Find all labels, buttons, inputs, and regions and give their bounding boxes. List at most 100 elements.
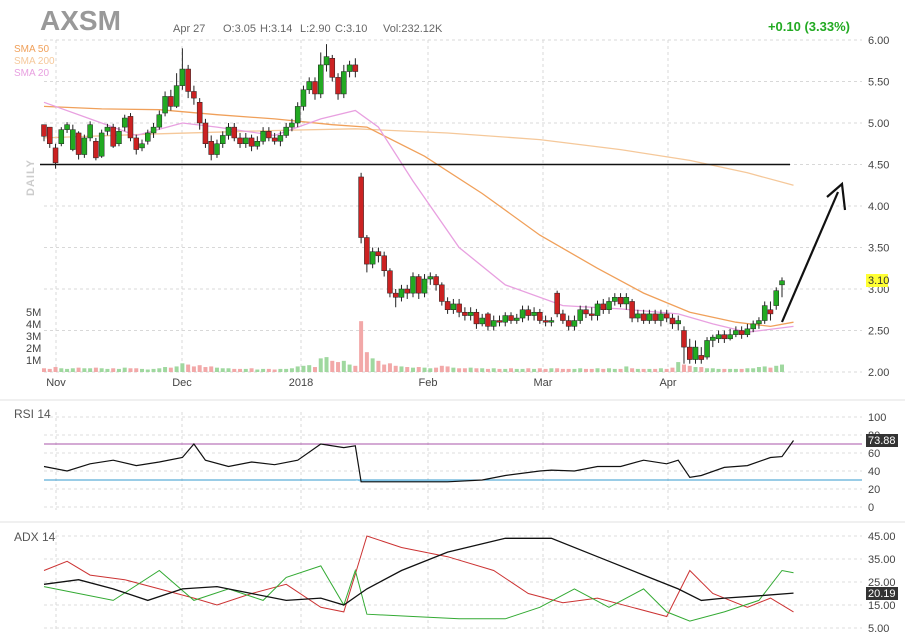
volume-bar bbox=[739, 368, 744, 372]
time-tick-label: 2018 bbox=[289, 377, 313, 389]
candle-body bbox=[537, 311, 543, 321]
volume-bar bbox=[59, 368, 64, 372]
price-tick-label: 4.50 bbox=[868, 160, 889, 172]
candle-body bbox=[462, 311, 468, 316]
volume-bar bbox=[324, 357, 329, 372]
volume-bar bbox=[42, 368, 46, 372]
axis-labels: 6.005.505.004.504.003.503.002.502.005M4M… bbox=[26, 35, 896, 635]
volume-bar bbox=[618, 368, 623, 372]
volume-bar bbox=[376, 360, 381, 372]
candle-body bbox=[208, 141, 214, 155]
volume-bar bbox=[370, 358, 375, 372]
candle-body bbox=[231, 126, 238, 139]
volume-bar bbox=[774, 365, 779, 372]
candle-body bbox=[58, 129, 65, 144]
candle-body bbox=[133, 137, 139, 150]
volume-bar bbox=[249, 368, 254, 372]
volume-bar bbox=[491, 368, 496, 372]
volume-bar bbox=[733, 368, 738, 372]
candle-body bbox=[692, 346, 699, 360]
candle-body bbox=[214, 143, 220, 155]
sma50-line bbox=[43, 105, 794, 328]
volume-bar bbox=[537, 368, 542, 372]
quote-high: H:3.14 bbox=[260, 23, 292, 35]
volume-bar bbox=[480, 368, 485, 372]
candle-body bbox=[687, 346, 693, 360]
volume-bar bbox=[722, 368, 727, 372]
adx-value-label: 20.19 bbox=[868, 588, 896, 600]
volume-bar bbox=[595, 368, 600, 372]
candle-body bbox=[733, 330, 739, 335]
volume-bar bbox=[157, 368, 162, 372]
volume-bar bbox=[122, 367, 127, 372]
volume-bar bbox=[612, 368, 617, 372]
candle-body bbox=[467, 311, 474, 316]
daily-label: DAILY bbox=[25, 159, 37, 196]
candle-body bbox=[93, 141, 99, 159]
quote-low: L:2.90 bbox=[300, 23, 331, 35]
adx-series bbox=[43, 535, 794, 622]
volume-bar bbox=[353, 365, 358, 372]
rsi-title: RSI 14 bbox=[14, 407, 51, 421]
candle-body bbox=[191, 91, 197, 99]
adx-line bbox=[43, 537, 794, 606]
candle-body bbox=[738, 330, 745, 335]
candle-body bbox=[156, 114, 163, 128]
volume-bar bbox=[168, 367, 173, 372]
candle-body bbox=[444, 301, 451, 311]
moving-averages bbox=[43, 101, 794, 333]
volume-bar bbox=[780, 364, 784, 372]
volume-bar bbox=[497, 368, 502, 372]
candle-body bbox=[306, 81, 312, 91]
candle-body bbox=[196, 102, 203, 124]
volume-bar bbox=[601, 368, 606, 372]
candle-body bbox=[271, 137, 278, 142]
volume-bar bbox=[209, 366, 214, 372]
candle-body bbox=[139, 143, 145, 149]
candle-body bbox=[635, 313, 641, 319]
volume-bar bbox=[238, 368, 243, 372]
price-tick-label: 5.00 bbox=[868, 118, 889, 130]
volume-bar bbox=[399, 366, 404, 372]
volume-bar bbox=[359, 321, 364, 372]
volume-bar bbox=[65, 368, 70, 372]
candle-body bbox=[398, 288, 405, 298]
candle-body bbox=[502, 315, 508, 323]
adx-tick-label: 45.00 bbox=[868, 531, 896, 543]
candle-body bbox=[439, 284, 445, 302]
sma20-line bbox=[43, 101, 794, 333]
volume-bar bbox=[163, 367, 168, 372]
volume-bar bbox=[503, 368, 508, 372]
volume-bar bbox=[555, 368, 560, 372]
volume-bar bbox=[428, 368, 433, 372]
trend-arrow bbox=[780, 181, 847, 323]
candle-body bbox=[479, 317, 485, 325]
rsi-tick-label: 60 bbox=[868, 448, 880, 460]
volume-bar bbox=[624, 366, 629, 372]
candle-body bbox=[767, 309, 774, 315]
adx-tick-label: 35.00 bbox=[868, 554, 896, 566]
rsi-tick-label: 100 bbox=[868, 412, 886, 424]
candle-body bbox=[779, 280, 785, 286]
volume-tick-label: 5M bbox=[26, 307, 41, 319]
candle-body bbox=[704, 340, 710, 358]
candle-body bbox=[81, 137, 88, 155]
di-minus-line bbox=[43, 535, 794, 618]
candle-body bbox=[87, 124, 93, 139]
candle-body bbox=[179, 68, 186, 86]
volume-tick-label: 4M bbox=[26, 319, 41, 331]
candle-body bbox=[652, 313, 658, 321]
volume-bar bbox=[318, 358, 323, 372]
volume-bar bbox=[756, 367, 761, 372]
di-plus-line bbox=[43, 565, 794, 622]
candle-body bbox=[542, 320, 549, 323]
volume-bar bbox=[462, 368, 467, 372]
rsi-tick-label: 40 bbox=[868, 466, 880, 478]
volume-bar bbox=[578, 368, 583, 372]
candle-body bbox=[583, 309, 589, 315]
volume-bar bbox=[566, 368, 571, 372]
candle-body bbox=[266, 131, 272, 139]
candle-body bbox=[571, 320, 578, 327]
candle-body bbox=[104, 126, 111, 132]
